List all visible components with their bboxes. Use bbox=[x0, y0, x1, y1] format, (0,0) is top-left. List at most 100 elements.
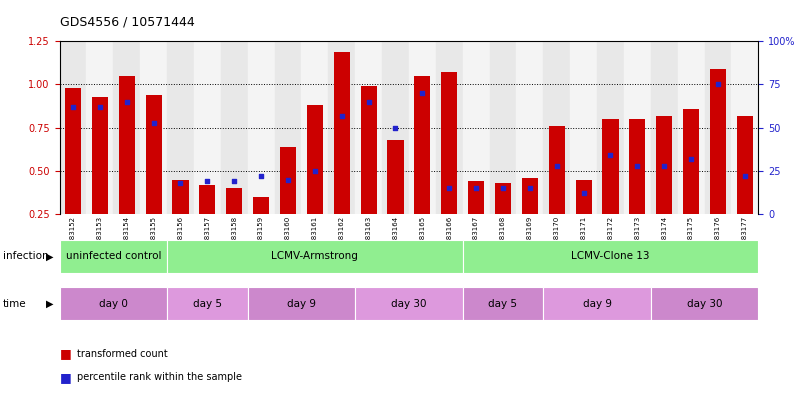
Text: GDS4556 / 10571444: GDS4556 / 10571444 bbox=[60, 16, 195, 29]
Bar bbox=[731, 41, 758, 214]
Point bbox=[470, 185, 483, 191]
Bar bbox=[114, 41, 141, 214]
Bar bbox=[248, 41, 275, 214]
Text: day 30: day 30 bbox=[687, 299, 723, 309]
Text: transformed count: transformed count bbox=[77, 349, 168, 359]
Bar bbox=[280, 147, 296, 257]
Bar bbox=[167, 240, 463, 273]
Bar bbox=[495, 183, 511, 257]
Bar bbox=[570, 41, 597, 214]
Text: ▶: ▶ bbox=[46, 252, 53, 261]
Point bbox=[523, 185, 536, 191]
Bar bbox=[199, 185, 215, 257]
Bar bbox=[651, 41, 677, 214]
Bar bbox=[167, 41, 194, 214]
Bar bbox=[355, 41, 382, 214]
Bar bbox=[360, 86, 376, 257]
Point bbox=[121, 99, 133, 105]
Bar bbox=[710, 69, 726, 257]
Bar bbox=[226, 188, 242, 257]
Bar bbox=[60, 240, 167, 273]
Bar bbox=[677, 41, 704, 214]
Bar bbox=[630, 119, 646, 257]
Bar bbox=[516, 41, 543, 214]
Point bbox=[147, 119, 160, 126]
Bar bbox=[382, 41, 409, 214]
Bar bbox=[118, 76, 135, 257]
Bar bbox=[275, 41, 302, 214]
Text: day 9: day 9 bbox=[287, 299, 316, 309]
Point bbox=[711, 81, 724, 88]
Text: ■: ■ bbox=[60, 371, 71, 384]
Point bbox=[282, 176, 295, 183]
Bar bbox=[704, 41, 731, 214]
Point bbox=[658, 163, 671, 169]
Point bbox=[604, 152, 617, 158]
Text: day 0: day 0 bbox=[99, 299, 128, 309]
Text: day 5: day 5 bbox=[193, 299, 222, 309]
Bar bbox=[683, 109, 700, 257]
Point bbox=[94, 104, 106, 110]
Point bbox=[201, 178, 214, 184]
Point bbox=[550, 163, 563, 169]
Text: uninfected control: uninfected control bbox=[66, 252, 161, 261]
Point bbox=[443, 185, 456, 191]
Point bbox=[335, 112, 348, 119]
Bar bbox=[248, 287, 355, 320]
Bar bbox=[409, 41, 436, 214]
Point bbox=[228, 178, 241, 184]
Bar bbox=[624, 41, 651, 214]
Bar bbox=[302, 41, 328, 214]
Point bbox=[255, 173, 268, 179]
Bar bbox=[549, 126, 565, 257]
Point bbox=[684, 156, 697, 162]
Bar bbox=[737, 116, 753, 257]
Bar bbox=[65, 88, 81, 257]
Bar bbox=[167, 287, 248, 320]
Text: LCMV-Clone 13: LCMV-Clone 13 bbox=[571, 252, 649, 261]
Text: LCMV-Armstrong: LCMV-Armstrong bbox=[272, 252, 358, 261]
Point bbox=[738, 173, 751, 179]
Bar bbox=[414, 76, 430, 257]
Bar bbox=[221, 41, 248, 214]
Text: day 30: day 30 bbox=[391, 299, 426, 309]
Bar bbox=[490, 41, 516, 214]
Bar bbox=[597, 41, 624, 214]
Bar bbox=[468, 181, 484, 257]
Bar bbox=[543, 41, 570, 214]
Bar bbox=[436, 41, 463, 214]
Bar bbox=[92, 97, 108, 257]
Bar bbox=[387, 140, 403, 257]
Bar bbox=[463, 41, 490, 214]
Text: ■: ■ bbox=[60, 347, 71, 360]
Bar bbox=[87, 41, 114, 214]
Bar bbox=[543, 287, 651, 320]
Point bbox=[577, 190, 590, 196]
Bar bbox=[463, 240, 758, 273]
Bar bbox=[328, 41, 355, 214]
Text: day 5: day 5 bbox=[488, 299, 518, 309]
Bar bbox=[522, 178, 538, 257]
Text: ▶: ▶ bbox=[46, 299, 53, 309]
Point bbox=[309, 168, 322, 174]
Point bbox=[362, 99, 375, 105]
Bar bbox=[651, 287, 758, 320]
Bar bbox=[463, 287, 543, 320]
Bar bbox=[441, 72, 457, 257]
Bar bbox=[333, 51, 350, 257]
Point bbox=[416, 90, 429, 96]
Text: day 9: day 9 bbox=[583, 299, 611, 309]
Bar bbox=[306, 105, 323, 257]
Bar bbox=[141, 41, 167, 214]
Bar bbox=[145, 95, 162, 257]
Bar bbox=[603, 119, 619, 257]
Point bbox=[389, 125, 402, 131]
Bar bbox=[355, 287, 463, 320]
Bar bbox=[172, 180, 188, 257]
Text: percentile rank within the sample: percentile rank within the sample bbox=[77, 372, 242, 382]
Text: time: time bbox=[3, 299, 27, 309]
Bar bbox=[60, 287, 167, 320]
Bar bbox=[194, 41, 221, 214]
Bar bbox=[656, 116, 673, 257]
Bar bbox=[60, 41, 87, 214]
